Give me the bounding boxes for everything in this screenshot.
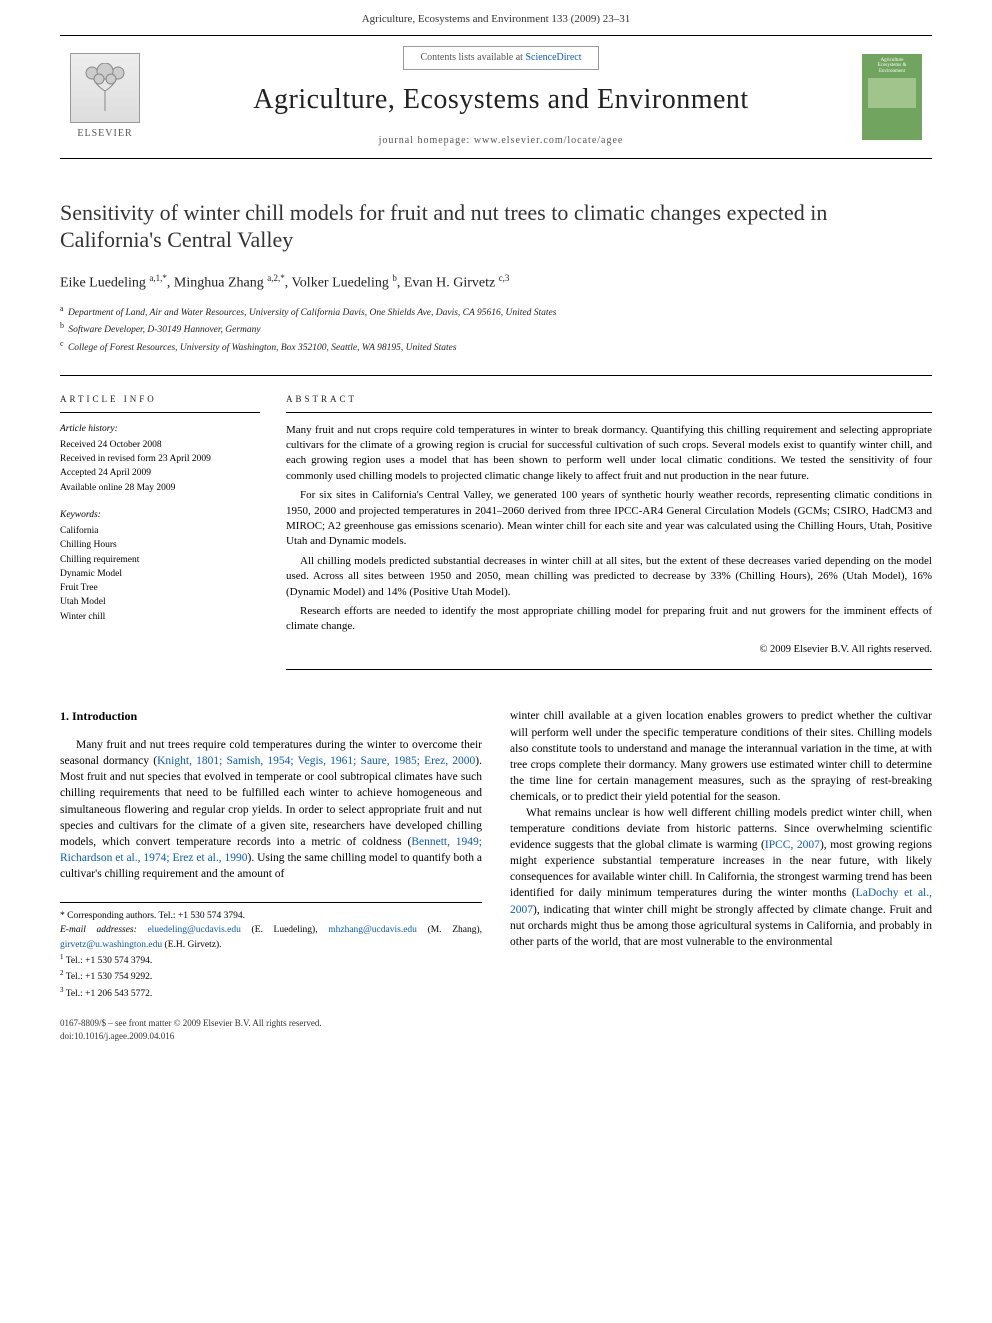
journal-homepage: journal homepage: www.elsevier.com/locat… [379, 134, 624, 148]
history-block: Received 24 October 2008Received in revi… [60, 438, 260, 495]
tel-line: 1 Tel.: +1 530 574 3794. [60, 952, 482, 968]
abstract-para: For six sites in California's Central Va… [286, 488, 932, 550]
history-line: Accepted 24 April 2009 [60, 466, 260, 480]
cover-image-icon [868, 78, 916, 108]
keywords-block: CaliforniaChilling HoursChilling require… [60, 524, 260, 624]
email-link[interactable]: eluedeling@ucdavis.edu [147, 925, 240, 935]
body-column-left: 1. Introduction Many fruit and nut trees… [60, 708, 482, 1001]
abstract-copyright: © 2009 Elsevier B.V. All rights reserved… [286, 643, 932, 658]
article-front: Sensitivity of winter chill models for f… [60, 199, 932, 1001]
masthead-center: Contents lists available at ScienceDirec… [150, 36, 852, 157]
article-title: Sensitivity of winter chill models for f… [60, 199, 932, 254]
affiliation: b Software Developer, D-30149 Hannover, … [60, 320, 932, 337]
abstract-para: Many fruit and nut crops require cold te… [286, 423, 932, 485]
cover-thumbnail: Agriculture Ecosystems & Environment [862, 54, 922, 140]
corresponding-note: * Corresponding authors. Tel.: +1 530 57… [60, 909, 482, 923]
doi-line: doi:10.1016/j.agee.2009.04.016 [60, 1030, 932, 1043]
journal-masthead: ELSEVIER Contents lists available at Sci… [60, 35, 932, 158]
keywords-label: Keywords: [60, 509, 260, 522]
keyword: Chilling Hours [60, 538, 260, 552]
issn-line: 0167-8809/$ – see front matter © 2009 El… [60, 1017, 932, 1030]
elsevier-tree-icon [70, 53, 140, 123]
body-column-right: winter chill available at a given locati… [510, 708, 932, 1001]
contents-prefix: Contents lists available at [420, 52, 525, 63]
sciencedirect-link[interactable]: ScienceDirect [525, 52, 581, 63]
bottom-matter: 0167-8809/$ – see front matter © 2009 El… [60, 1017, 932, 1042]
publisher-logo: ELSEVIER [60, 36, 150, 157]
publisher-name: ELSEVIER [77, 127, 132, 141]
contents-available: Contents lists available at ScienceDirec… [403, 46, 598, 70]
history-line: Received 24 October 2008 [60, 438, 260, 452]
keyword: Utah Model [60, 595, 260, 609]
intro-para: What remains unclear is how well differe… [510, 805, 932, 950]
abstract-heading: ABSTRACT [286, 393, 932, 413]
authors-line: Eike Luedeling a,1,*, Minghua Zhang a,2,… [60, 272, 932, 293]
intro-para: winter chill available at a given locati… [510, 708, 932, 805]
article-info-column: ARTICLE INFO Article history: Received 2… [60, 390, 260, 670]
affiliation: a Department of Land, Air and Water Reso… [60, 303, 932, 320]
journal-title: Agriculture, Ecosystems and Environment [253, 80, 748, 119]
keyword: Chilling requirement [60, 553, 260, 567]
keyword: California [60, 524, 260, 538]
email-link[interactable]: mhzhang@ucdavis.edu [328, 925, 417, 935]
intro-para: Many fruit and nut trees require cold te… [60, 737, 482, 882]
footnotes: * Corresponding authors. Tel.: +1 530 57… [60, 902, 482, 1001]
info-abstract-row: ARTICLE INFO Article history: Received 2… [60, 375, 932, 670]
running-header-text: Agriculture, Ecosystems and Environment … [362, 13, 631, 25]
running-header: Agriculture, Ecosystems and Environment … [0, 0, 992, 35]
email-line: E-mail addresses: eluedeling@ucdavis.edu… [60, 923, 482, 952]
tel-line: 2 Tel.: +1 530 754 9292. [60, 968, 482, 984]
abstract-para: Research efforts are needed to identify … [286, 604, 932, 635]
tel-line: 3 Tel.: +1 206 543 5772. [60, 985, 482, 1001]
history-label: Article history: [60, 423, 260, 436]
history-line: Available online 28 May 2009 [60, 481, 260, 495]
keyword: Winter chill [60, 610, 260, 624]
affiliation: c College of Forest Resources, Universit… [60, 338, 932, 355]
history-line: Received in revised form 23 April 2009 [60, 452, 260, 466]
intro-heading: 1. Introduction [60, 708, 482, 725]
keyword: Fruit Tree [60, 581, 260, 595]
abstract-para: All chilling models predicted substantia… [286, 554, 932, 600]
keyword: Dynamic Model [60, 567, 260, 581]
abstract-column: ABSTRACT Many fruit and nut crops requir… [286, 390, 932, 670]
affiliations: a Department of Land, Air and Water Reso… [60, 303, 932, 355]
cover-line-2: Environment [879, 69, 905, 75]
email-link[interactable]: girvetz@u.washington.edu [60, 940, 162, 950]
article-info-heading: ARTICLE INFO [60, 393, 260, 413]
journal-cover: Agriculture Ecosystems & Environment [852, 36, 932, 157]
body-columns: 1. Introduction Many fruit and nut trees… [60, 708, 932, 1001]
